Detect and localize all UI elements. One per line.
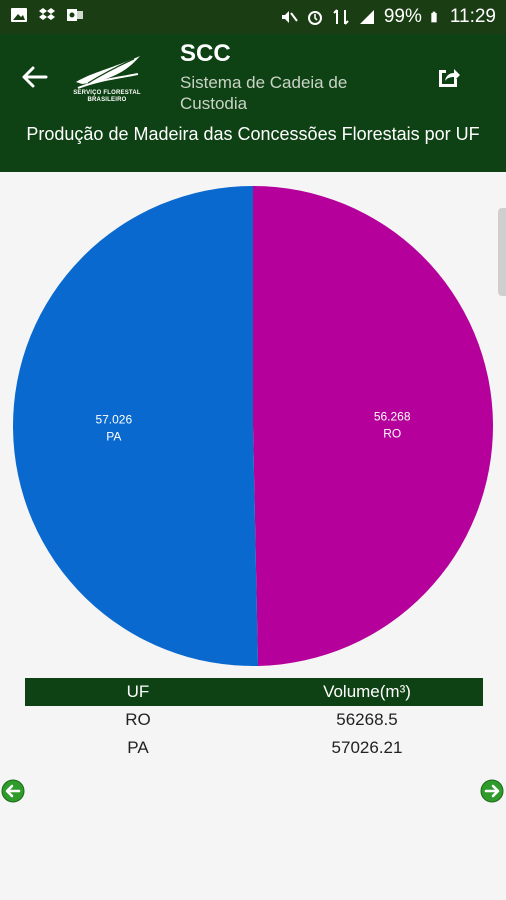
app-bar: SERVIÇO FLORESTAL BRASILEIRO SCC Sistema… <box>0 34 506 118</box>
signal-icon <box>359 10 374 24</box>
alarm-icon <box>307 11 322 25</box>
leaf-logo-icon <box>76 56 140 89</box>
slice-category-label: PA <box>106 429 121 443</box>
data-table: UF Volume(m³) RO 56268.5 PA 57026.21 <box>25 678 483 762</box>
scroll-handle[interactable] <box>498 208 506 296</box>
back-arrow-icon[interactable] <box>18 60 52 94</box>
column-header-volume: Volume(m³) <box>251 678 483 706</box>
share-icon[interactable] <box>436 64 462 90</box>
table-cell-uf: RO <box>125 710 151 729</box>
app-subtitle: Sistema de Cadeia de Custodia <box>180 73 348 113</box>
column-header-uf: UF <box>25 678 251 706</box>
pie-chart: 56.268 RO 57.026 PA <box>13 186 494 666</box>
previous-arrow-icon[interactable] <box>1 779 25 803</box>
table-row: RO 56268.5 <box>25 706 483 734</box>
data-transfer-icon <box>333 9 349 25</box>
next-arrow-icon[interactable] <box>480 779 504 803</box>
logo: SERVIÇO FLORESTAL BRASILEIRO <box>68 52 146 112</box>
table-header-row: UF Volume(m³) <box>25 678 483 706</box>
app-title: SCC <box>180 40 231 67</box>
logo-text: SERVIÇO FLORESTAL BRASILEIRO <box>73 90 141 103</box>
slice-category-label: RO <box>383 427 401 441</box>
clock: 11:29 <box>449 6 496 27</box>
outlook-icon <box>67 9 83 21</box>
battery-percent: 99% <box>383 6 422 27</box>
table-cell-uf: PA <box>127 738 149 757</box>
dropbox-icon <box>39 8 55 20</box>
notification-icons <box>10 6 84 24</box>
pie-slice-ro[interactable] <box>253 186 494 666</box>
battery-icon <box>431 11 437 23</box>
page-title: Produção de Madeira das Concessões Flore… <box>0 118 506 172</box>
pie-slice-pa[interactable] <box>13 186 259 666</box>
table-row: PA 57026.21 <box>25 734 483 762</box>
table-cell-volume: 57026.21 <box>331 738 403 757</box>
slice-value-label: 56.268 <box>374 410 411 424</box>
table-cell-volume: 56268.5 <box>336 710 398 729</box>
status-bar: 99% 11:29 <box>0 0 506 34</box>
system-icons: 99% 11:29 <box>280 0 496 34</box>
image-icon <box>11 8 27 22</box>
slice-value-label: 57.026 <box>95 412 132 426</box>
mute-icon <box>281 11 298 23</box>
